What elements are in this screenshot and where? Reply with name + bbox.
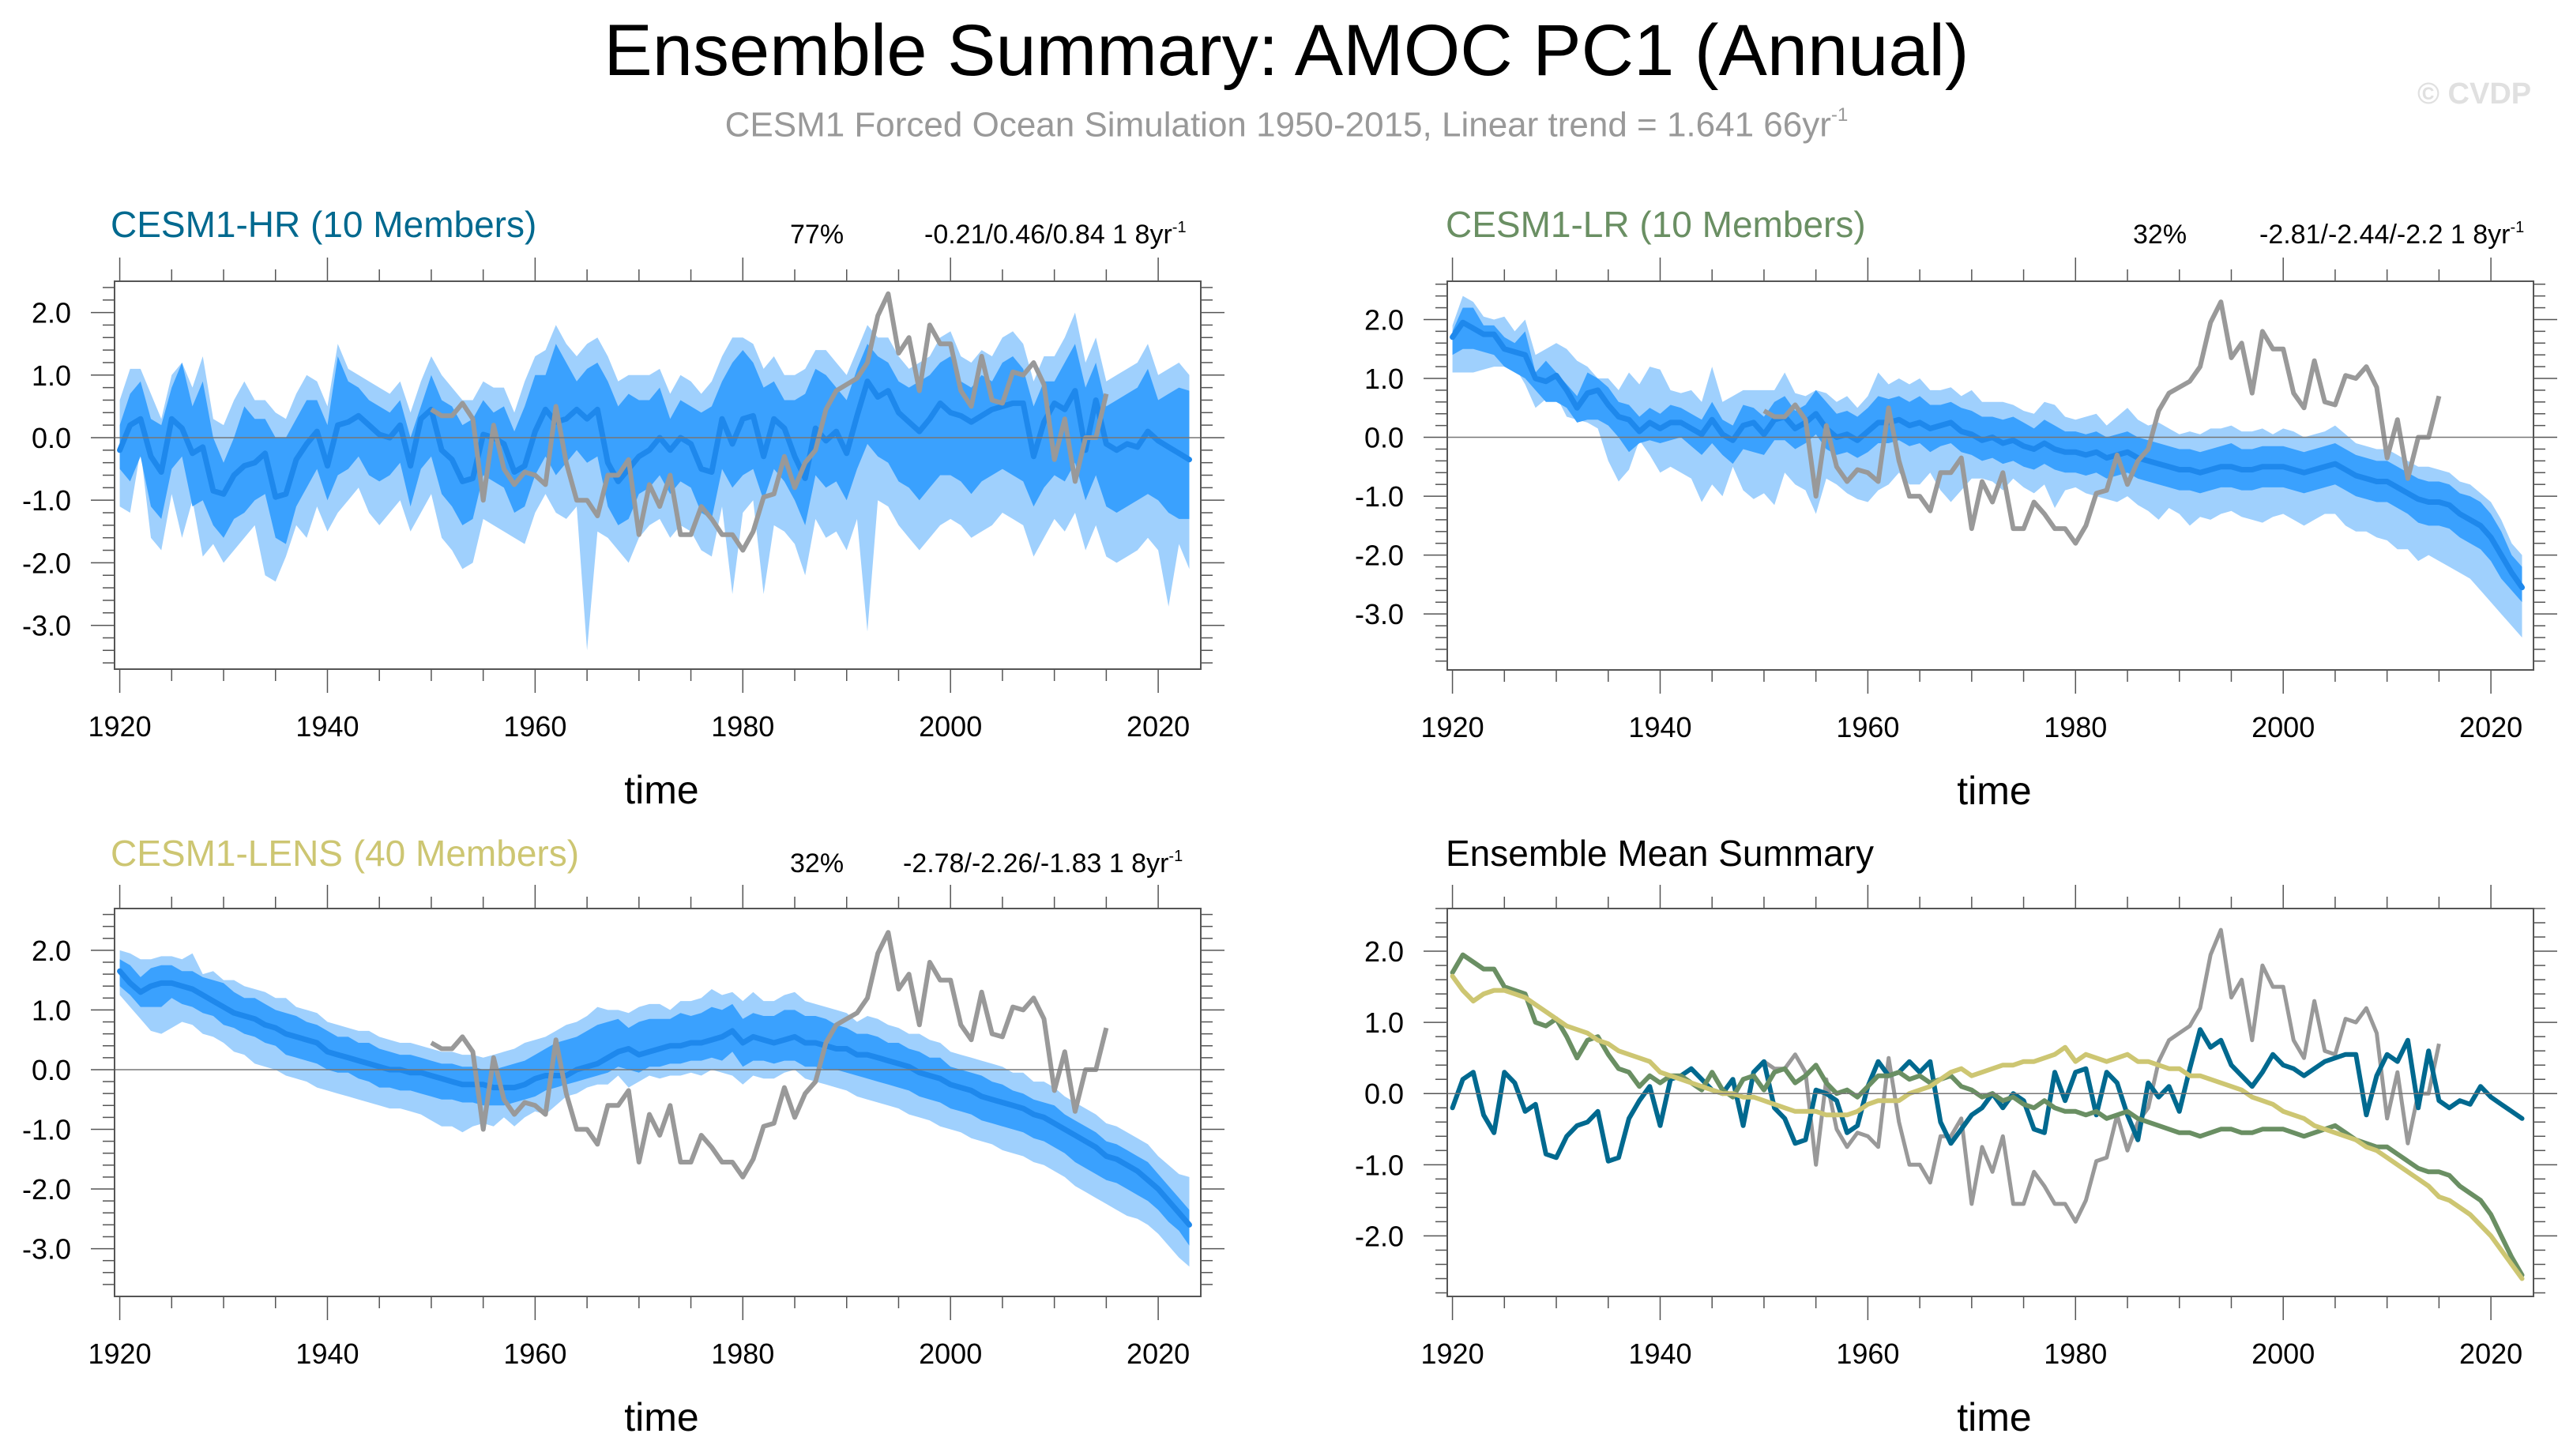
y-tick-label: 0.0 <box>32 1054 71 1086</box>
percent-label: 77% <box>790 220 844 250</box>
y-tick-label: -1.0 <box>22 1113 71 1146</box>
x-tick-label: 2000 <box>2251 711 2315 743</box>
x-tick-label: 1920 <box>88 710 152 743</box>
trend-stat-superscript: -1 <box>1172 219 1187 236</box>
y-tick-label: 1.0 <box>32 994 71 1026</box>
ensemble-mean-line <box>117 378 1192 500</box>
trend-stat-superscript: -1 <box>1168 848 1183 865</box>
x-tick-label: 1960 <box>503 710 566 743</box>
x-axis-title: time <box>624 768 698 812</box>
x-tick-label: 2020 <box>2459 1337 2522 1370</box>
y-tick-label: -3.0 <box>22 1233 71 1266</box>
x-tick-label: 2020 <box>1127 1337 1190 1370</box>
trend-stat-label: -2.81/-2.44/-2.2 1 8yr-1 <box>2259 219 2524 250</box>
plot-area <box>117 930 1192 1267</box>
panel-lens: CESM1-LENS (40 Members) 32% -2.78/-2.26/-1… <box>22 833 1224 1439</box>
y-tick-label: 2.0 <box>1364 935 1404 968</box>
panel-title: CESM1-HR (10 Members) <box>111 204 536 245</box>
panel-summary: Ensemble Mean Summary 1920 1940 1960 1980 200… <box>1355 833 2557 1439</box>
panel-title: Ensemble Mean Summary <box>1446 833 1874 874</box>
observation-line <box>1762 927 2441 1224</box>
y-tick-label: 0.0 <box>1364 1078 1404 1110</box>
trend-stat-superscript: -1 <box>2511 219 2525 236</box>
panel-title: CESM1-LR (10 Members) <box>1446 204 1866 245</box>
page-subtitle: CESM1 Forced Ocean Simulation 1950-2015,… <box>0 104 2573 145</box>
x-tick-label: 1940 <box>295 710 359 743</box>
ensemble-mean-line <box>1450 319 2525 591</box>
series-line-hr <box>1450 1027 2525 1164</box>
plot-frame <box>1446 908 2534 1297</box>
trend-stat-label: -2.78/-2.26/-1.83 1 8yr-1 <box>903 848 1183 878</box>
x-tick-label: 1920 <box>88 1337 152 1370</box>
series-line-lens <box>1450 973 2525 1281</box>
panel-title: CESM1-LENS (40 Members) <box>111 833 579 874</box>
x-axis-title: time <box>624 1395 698 1439</box>
plot-frame <box>114 280 1202 670</box>
y-tick-label: -1.0 <box>1355 1149 1404 1181</box>
x-tick-label: 2000 <box>2251 1337 2315 1370</box>
x-tick-label: 2000 <box>919 1337 982 1370</box>
y-tick-label: -2.0 <box>1355 540 1404 572</box>
percent-label: 32% <box>2133 220 2187 250</box>
observation-line <box>430 291 1109 553</box>
x-axis-title: time <box>1957 1395 2031 1439</box>
x-tick-label: 1920 <box>1421 1337 1484 1370</box>
x-tick-label: 2020 <box>2459 711 2522 743</box>
cvdp-watermark: © CVDP <box>2417 77 2532 111</box>
percent-label: 32% <box>790 848 844 878</box>
panel-hr: CESM1-HR (10 Members) 77% -0.21/0.46/0.84 … <box>22 204 1224 812</box>
y-tick-label: -3.0 <box>22 610 71 642</box>
y-tick-label: 1.0 <box>1364 363 1404 395</box>
x-tick-label: 1960 <box>1836 1337 1899 1370</box>
y-tick-label: 0.0 <box>32 422 71 454</box>
y-tick-label: -3.0 <box>1355 598 1404 630</box>
x-tick-label: 1920 <box>1421 711 1484 743</box>
observation-line <box>430 930 1109 1179</box>
plot-frame <box>114 908 1202 1297</box>
x-tick-label: 1940 <box>1628 711 1691 743</box>
plot-area <box>1450 927 2525 1281</box>
page-title: Ensemble Summary: AMOC PC1 (Annual) <box>604 10 1969 91</box>
y-tick-label: 1.0 <box>32 359 71 392</box>
panel-lr: CESM1-LR (10 Members) 32% -2.81/-2.44/-2.2… <box>1355 204 2557 813</box>
y-tick-label: 2.0 <box>1364 303 1404 336</box>
outer-spread-band <box>1452 295 2522 638</box>
x-tick-label: 1940 <box>1628 1337 1691 1370</box>
y-tick-label: -2.0 <box>1355 1220 1404 1252</box>
x-tick-label: 2020 <box>1127 710 1190 743</box>
y-tick-label: 2.0 <box>32 935 71 967</box>
plot-area <box>117 291 1192 651</box>
y-tick-label: -2.0 <box>22 547 71 579</box>
x-tick-label: 2000 <box>919 710 982 743</box>
y-tick-label: -1.0 <box>1355 480 1404 513</box>
y-tick-label: 1.0 <box>1364 1006 1404 1039</box>
inner-spread-band <box>119 959 1190 1246</box>
x-tick-label: 1980 <box>2044 1337 2107 1370</box>
subtitle-text: CESM1 Forced Ocean Simulation 1950-2015,… <box>724 105 1831 145</box>
series-line-lr <box>1450 952 2525 1277</box>
subtitle-superscript: -1 <box>1830 104 1849 126</box>
x-tick-label: 1980 <box>711 710 774 743</box>
plot-area <box>1450 295 2525 638</box>
inner-spread-band <box>1452 307 2522 603</box>
y-tick-label: 0.0 <box>1364 422 1404 454</box>
y-tick-label: -2.0 <box>22 1173 71 1206</box>
x-tick-label: 1960 <box>1836 711 1899 743</box>
plot-frame <box>1446 280 2534 671</box>
y-tick-label: -1.0 <box>22 484 71 517</box>
y-tick-label: 2.0 <box>32 297 71 329</box>
x-tick-label: 1940 <box>295 1337 359 1370</box>
x-tick-label: 1980 <box>2044 711 2107 743</box>
x-axis-title: time <box>1957 769 2031 813</box>
trend-stat-label: -0.21/0.46/0.84 1 8yr-1 <box>924 219 1187 250</box>
observation-line <box>1762 299 2442 546</box>
x-tick-label: 1960 <box>503 1337 566 1370</box>
ensemble-mean-line <box>117 968 1192 1228</box>
x-tick-label: 1980 <box>711 1337 774 1370</box>
